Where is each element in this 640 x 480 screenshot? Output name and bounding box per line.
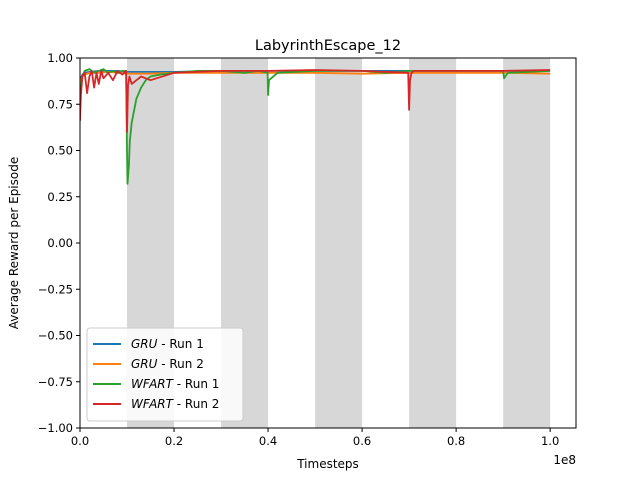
legend-entry: WFART - Run 2 [131, 397, 219, 411]
series-line-4 [80, 69, 551, 133]
series-lines [80, 68, 551, 185]
legend-box [86, 327, 244, 422]
y-axis-ticks: −1.00 −0.75 −0.50 −0.25 0.00 0.25 0.50 0.75 1.00 [38, 51, 80, 435]
y-tick-label: −0.50 [38, 329, 73, 343]
y-tick-label: 0.75 [47, 97, 73, 111]
x-tick-label: 0.6 [353, 434, 371, 448]
shaded-region-3 [315, 58, 363, 428]
shaded-region-5 [503, 58, 551, 428]
series-line-2 [80, 71, 551, 83]
y-tick-label: 0.00 [47, 236, 73, 250]
legend-entry: GRU - Run 2 [131, 357, 204, 371]
shaded-regions [127, 58, 551, 428]
x-tick-label: 1.0 [541, 434, 559, 448]
y-tick-label: −1.00 [38, 421, 73, 435]
chart-title: LabyrinthEscape_12 [255, 38, 401, 54]
shaded-region-4 [409, 58, 457, 428]
x-tick-label: 0.2 [165, 434, 183, 448]
y-tick-label: −0.25 [38, 282, 73, 296]
x-tick-label: 0.0 [71, 434, 89, 448]
legend-entry: GRU - Run 1 [131, 337, 204, 351]
y-tick-label: 0.50 [47, 144, 73, 158]
y-tick-label: 1.00 [47, 51, 73, 65]
x-axis-ticks: 0.0 0.2 0.4 0.6 0.8 1.0 [71, 428, 559, 448]
legend: GRU - Run 1 GRU - Run 2 WFART - Run 1 WFART… [86, 327, 244, 422]
legend-entry: WFART - Run 1 [131, 377, 219, 391]
x-axis-label: Timesteps [296, 457, 359, 471]
y-tick-label: −0.75 [38, 375, 73, 389]
y-axis-label: Average Reward per Episode [7, 157, 21, 329]
y-tick-label: 0.25 [47, 190, 73, 204]
x-tick-label: 0.8 [447, 434, 465, 448]
x-tick-label: 0.4 [259, 434, 277, 448]
x-axis-offset-label: 1e8 [553, 453, 576, 467]
legend-items: GRU - Run 1 GRU - Run 2 WFART - Run 1 WFART… [93, 337, 219, 411]
